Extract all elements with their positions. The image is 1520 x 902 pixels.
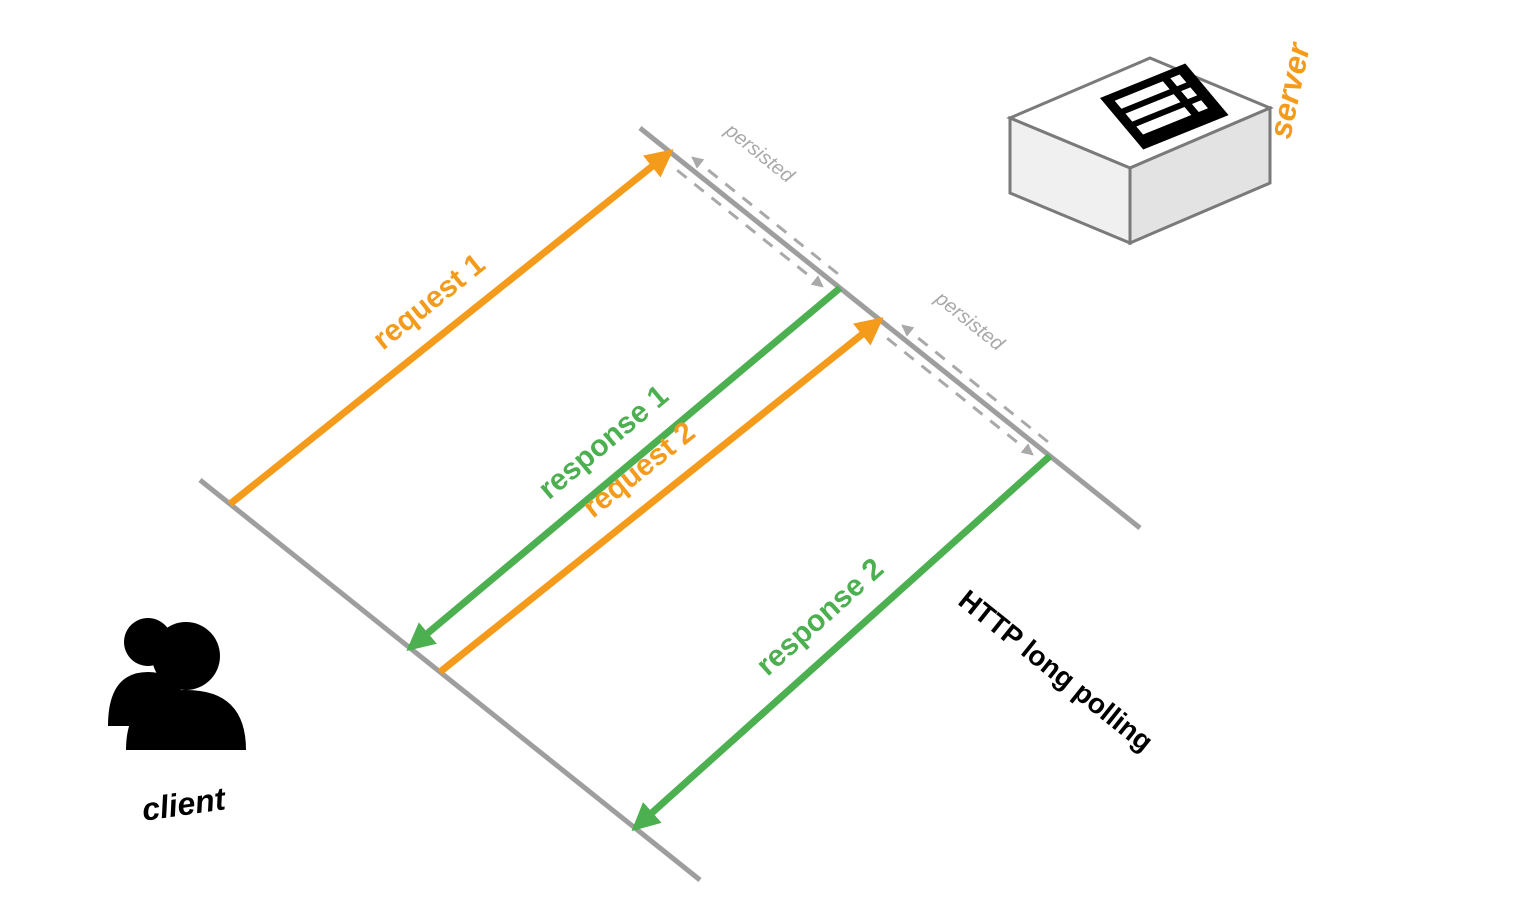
persisted-arrow <box>903 326 1048 442</box>
persisted-arrow <box>693 158 838 274</box>
server-icon <box>1010 58 1270 243</box>
res2-arrow <box>635 456 1050 828</box>
persisted-label: persisted <box>720 119 799 188</box>
server-label: server <box>1262 38 1318 141</box>
persisted-arrow <box>677 170 822 286</box>
req1-label: request 1 <box>367 247 492 356</box>
persisted-arrow <box>887 338 1032 454</box>
persisted-label: persisted <box>930 287 1009 356</box>
client-timeline <box>200 480 700 880</box>
client-icon <box>108 618 246 750</box>
diagram-title: HTTP long polling <box>953 584 1159 758</box>
client-label: client <box>140 780 229 827</box>
